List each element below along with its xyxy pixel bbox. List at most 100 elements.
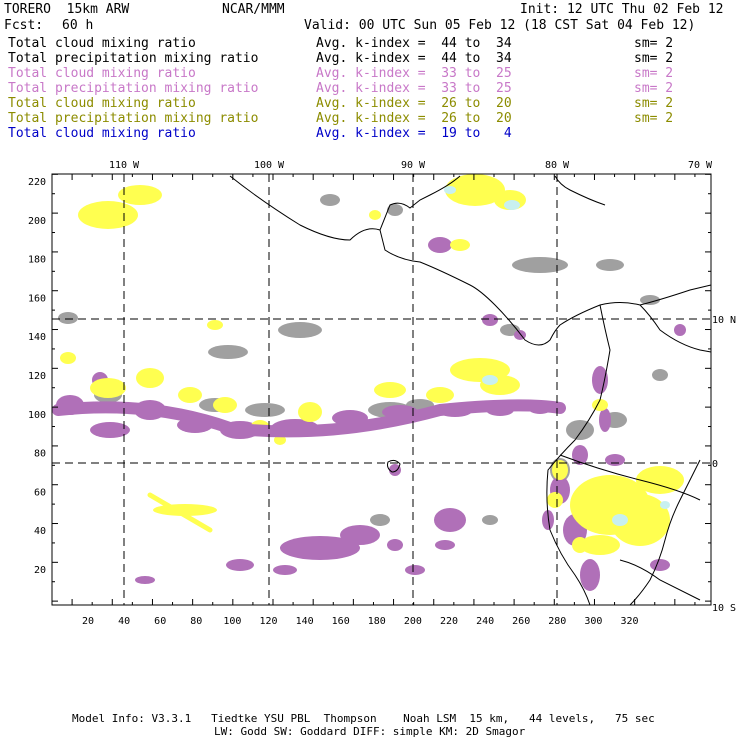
init-time: Init: 12 UTC Thu 02 Feb 12	[520, 2, 724, 17]
x-tick-label: 120	[259, 616, 277, 627]
purple-field-cell	[226, 559, 254, 571]
x-tick-label: 300	[584, 616, 602, 627]
legend-level: Avg. k-index = 44 to 34	[316, 36, 512, 51]
gray-field-cell	[482, 515, 498, 525]
purple-field-cell	[280, 536, 360, 560]
lat-label: 10 N	[712, 315, 736, 326]
x-tick-label: 320	[620, 616, 638, 627]
x-tick-label: 200	[404, 616, 422, 627]
yellow-field-cell	[213, 397, 237, 413]
purple-field-cell	[674, 324, 686, 336]
yellow-field-cell	[450, 239, 470, 251]
yellow-field-cell	[207, 320, 223, 330]
legend-level: Avg. k-index = 44 to 34	[316, 51, 512, 66]
purple-field-cell	[435, 540, 455, 550]
legend-field: Total precipitation mixing ratio	[8, 81, 259, 96]
legend-field: Total precipitation mixing ratio	[8, 51, 259, 66]
axis-labels: 110 W 100 W 90 W 80 W 70 W 10 N 0 10 S 20 40 60 80 1…	[28, 160, 736, 627]
gray-field-cell	[640, 295, 660, 305]
coastline-segment	[229, 175, 712, 346]
gray-field-cell	[58, 312, 78, 324]
y-tick-label: 60	[34, 487, 46, 498]
x-tick-label: 20	[82, 616, 94, 627]
coastline-segment	[629, 459, 701, 606]
legend-sm: sm= 2	[634, 66, 674, 81]
yellow-field-cell	[298, 402, 322, 422]
purple-field-cell	[592, 366, 608, 394]
lon-label: 90 W	[401, 160, 426, 171]
yellow-field-cell	[178, 387, 202, 403]
yellow-field-cell	[580, 535, 620, 555]
model-info-line1: Model Info: V3.3.1 Tiedtke YSU PBL Thomp…	[72, 712, 655, 725]
legend-level: Avg. k-index = 33 to 25	[316, 66, 512, 81]
purple-field-cell	[273, 565, 297, 575]
purple-field-cell	[542, 510, 554, 530]
yellow-field-cell	[60, 352, 76, 364]
lon-label: 70 W	[688, 160, 713, 171]
coastlines	[229, 175, 712, 606]
legend-sm: sm= 2	[634, 96, 674, 111]
model-title: TORERO 15km ARW	[4, 2, 130, 17]
y-tick-label: 80	[34, 449, 46, 460]
lat-label: 10 S	[712, 603, 736, 614]
yellow-field-cell	[445, 174, 505, 206]
purple-field-cell	[387, 539, 403, 551]
legend-field: Total cloud mixing ratio	[8, 126, 196, 141]
gray-field-cell	[245, 403, 285, 417]
purple-field-cell	[482, 314, 498, 326]
purple-field-cell	[135, 576, 155, 584]
yellow-field-cell	[552, 460, 568, 480]
fcst-label: Fcst:	[4, 18, 44, 33]
purple-field-cell	[599, 408, 611, 432]
lat-lon-grid	[52, 174, 711, 605]
legend-sm: sm= 2	[634, 111, 674, 126]
cyan-field-cell	[660, 501, 670, 509]
purple-field-cell	[605, 454, 625, 466]
yellow-field-band	[147, 492, 213, 533]
lat-label: 0	[712, 459, 718, 470]
y-tick-label: 100	[28, 410, 46, 421]
yellow-field-cell	[136, 368, 164, 388]
x-tick-label: 100	[223, 616, 241, 627]
gray-field-cell	[208, 345, 248, 359]
purple-field-cell	[572, 445, 588, 465]
legend-level: Avg. k-index = 19 to 4	[316, 126, 512, 141]
legend-field: Total cloud mixing ratio	[8, 66, 196, 81]
yellow-field-cell	[426, 387, 454, 403]
x-tick-label: 40	[118, 616, 130, 627]
yellow-field-cell	[547, 492, 563, 508]
y-tick-label: 20	[34, 565, 46, 576]
x-tick-label: 140	[296, 616, 314, 627]
yellow-field-cell	[610, 494, 670, 546]
coastline-segment	[639, 304, 712, 353]
coastline-segment	[379, 175, 461, 231]
moisture-fields	[52, 174, 686, 591]
gray-field-cell	[652, 369, 668, 381]
purple-field-cell	[434, 508, 466, 532]
x-tick-label: 60	[154, 616, 166, 627]
gray-field-cell	[320, 194, 340, 206]
fcst-value: 60 h	[62, 18, 94, 33]
yellow-field-cell	[118, 185, 162, 205]
cyan-field-cell	[482, 375, 498, 385]
coastline-segment	[554, 175, 606, 206]
gray-field-cell	[512, 257, 568, 273]
center-title: NCAR/MMM	[222, 2, 285, 17]
purple-field-cell	[580, 559, 600, 591]
galapagos-islands	[387, 459, 401, 473]
y-tick-label: 160	[28, 293, 46, 304]
x-tick-label: 180	[368, 616, 386, 627]
legend-field: Total precipitation mixing ratio	[8, 111, 259, 126]
cyan-field-cell	[444, 186, 456, 194]
yellow-field-cell	[369, 210, 381, 220]
gray-field-cell	[370, 514, 390, 526]
lon-label: 80 W	[545, 160, 570, 171]
legend-sm: sm= 2	[634, 81, 674, 96]
yellow-field-cell	[572, 537, 588, 553]
gray-field-cell	[278, 322, 322, 338]
y-tick-label: 200	[28, 216, 46, 227]
coastline-segment	[559, 454, 701, 501]
yellow-field-cell	[374, 382, 406, 398]
lon-label: 110 W	[109, 160, 140, 171]
purple-field-cell	[428, 237, 452, 253]
